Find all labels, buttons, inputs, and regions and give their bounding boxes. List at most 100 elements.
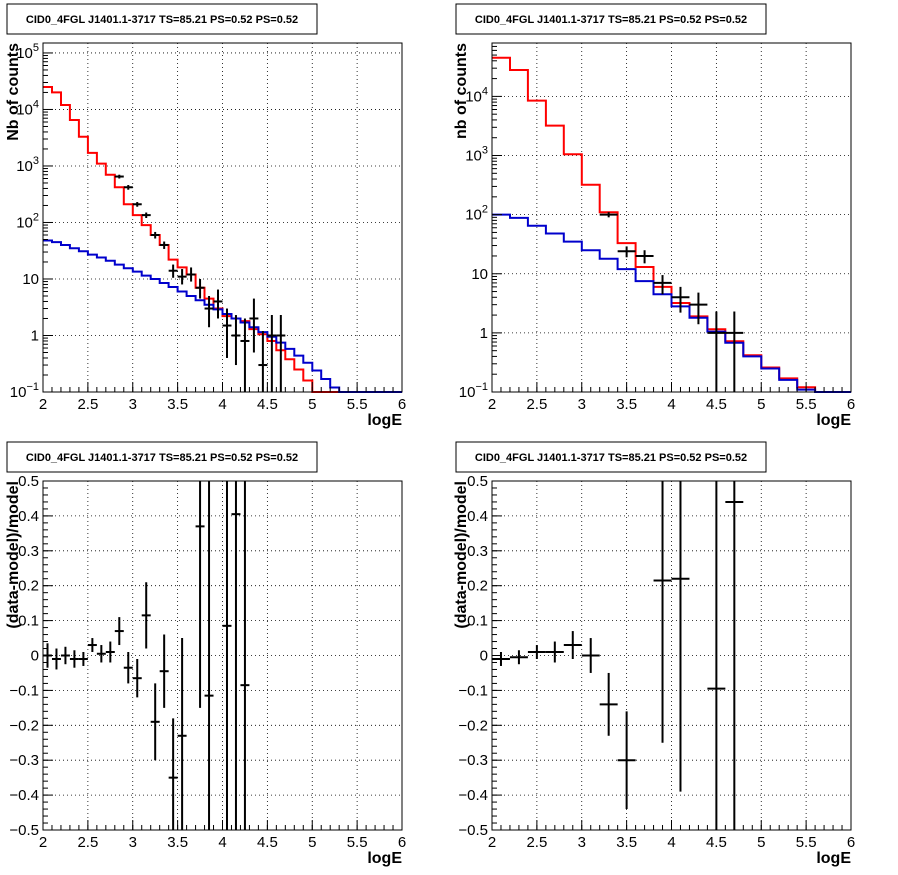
data-point xyxy=(653,275,672,295)
chart-title-box xyxy=(6,3,318,35)
grid-lines xyxy=(43,481,402,830)
x-tick-label: 3 xyxy=(578,396,586,413)
x-axis-title: logE xyxy=(367,412,402,429)
data-point xyxy=(653,481,672,743)
x-tick-label: 5.5 xyxy=(347,834,368,851)
x-tick-label: 4.5 xyxy=(257,834,278,851)
x-tick-label: 5.5 xyxy=(796,396,817,413)
data-point xyxy=(150,231,160,239)
x-tick-label: 2 xyxy=(488,396,496,413)
x-tick-label: 3.5 xyxy=(167,396,188,413)
x-tick-label: 2.5 xyxy=(77,834,98,851)
x-tick-label: 5 xyxy=(308,396,316,413)
data-point xyxy=(123,652,133,684)
data-points xyxy=(114,174,286,392)
data-point xyxy=(168,264,178,278)
data-point xyxy=(186,267,196,282)
y-tick-label: 0 xyxy=(480,648,488,665)
data-point xyxy=(105,641,115,663)
data-point xyxy=(276,315,286,392)
data-points xyxy=(43,481,250,830)
data-point xyxy=(159,241,169,249)
y-tick-label: −0.3 xyxy=(458,752,488,769)
y-tick-label: 103 xyxy=(16,155,39,175)
x-tick-label: 5 xyxy=(757,834,765,851)
y-tick-label: 0.1 xyxy=(467,613,488,630)
x-tick-label: 2.5 xyxy=(77,396,98,413)
x-tick-label: 2.5 xyxy=(526,834,547,851)
data-point xyxy=(599,672,618,736)
x-tick-label: 4 xyxy=(667,396,675,413)
data-point xyxy=(231,481,241,830)
x-axis-title: logE xyxy=(367,850,402,867)
data-point xyxy=(141,582,151,649)
x-axis-title: logE xyxy=(816,850,851,867)
data-point xyxy=(150,683,160,761)
data-point xyxy=(492,652,510,666)
y-tick-label: 104 xyxy=(16,98,39,118)
chart-panel-1: 2 2.5 3 3.5 4 4.5 5 5.5 6 10−1 1 10 102 103 104 105 logE… xyxy=(5,3,406,429)
grid-lines xyxy=(492,481,851,830)
x-tick-label: 3.5 xyxy=(167,834,188,851)
data-point xyxy=(249,298,259,353)
data-point xyxy=(204,481,214,830)
y-tick-label: 103 xyxy=(465,145,488,165)
data-point xyxy=(177,269,187,285)
data-point xyxy=(141,212,151,219)
y-tick-label: 0.5 xyxy=(18,473,39,490)
data-point xyxy=(177,638,187,830)
data-points xyxy=(599,212,744,392)
data-point xyxy=(545,641,564,663)
y-tick-label: −0.1 xyxy=(9,682,39,699)
chart-title: CID0_4FGL J1401.1-3717 TS=85.21 PS=0.52 … xyxy=(475,14,747,26)
y-tick-label: 10−1 xyxy=(459,381,488,401)
x-tick-label: 4.5 xyxy=(706,834,727,851)
data-point xyxy=(87,638,97,653)
x-tick-label: 5.5 xyxy=(347,396,368,413)
series-line-2 xyxy=(492,213,851,393)
y-tick-label: 10 xyxy=(22,271,39,288)
x-tick-label: 2.5 xyxy=(526,396,547,413)
y-tick-label: −0.3 xyxy=(9,752,39,769)
x-tick-label: 3.5 xyxy=(616,396,637,413)
x-tick-label: 3.5 xyxy=(616,834,637,851)
data-point xyxy=(509,650,528,665)
y-tick-label: −0.4 xyxy=(458,787,488,804)
y-axis-title: nb of counts xyxy=(453,43,470,139)
y-tick-label: −0.2 xyxy=(458,717,488,734)
data-point xyxy=(599,212,618,218)
chart-title: CID0_4FGL J1401.1-3717 TS=85.21 PS=0.52 … xyxy=(26,452,298,464)
data-point xyxy=(617,711,636,810)
data-point xyxy=(581,638,600,673)
data-point xyxy=(725,481,744,830)
data-point xyxy=(168,718,178,830)
x-tick-label: 6 xyxy=(398,834,406,851)
data-point xyxy=(617,246,636,258)
y-tick-label: −0.5 xyxy=(9,822,39,839)
x-tick-label: 5 xyxy=(757,396,765,413)
y-tick-label: −0.4 xyxy=(9,787,39,804)
data-point xyxy=(222,481,232,830)
x-tick-label: 2 xyxy=(39,396,47,413)
y-tick-label: 0.4 xyxy=(467,508,488,525)
y-tick-label: 0.1 xyxy=(18,613,39,630)
y-tick-label: 0.5 xyxy=(467,473,488,490)
x-tick-label: 5.5 xyxy=(796,834,817,851)
data-point xyxy=(222,308,232,358)
chart-title-box xyxy=(6,441,318,473)
data-point xyxy=(213,289,223,319)
x-tick-label: 6 xyxy=(847,834,855,851)
y-tick-label: 0.3 xyxy=(18,543,39,560)
data-points xyxy=(492,481,744,830)
data-point xyxy=(527,645,546,659)
y-tick-label: 102 xyxy=(465,204,488,224)
y-tick-label: 0.2 xyxy=(18,578,39,595)
x-tick-label: 3 xyxy=(578,834,586,851)
data-point xyxy=(195,481,205,708)
data-point xyxy=(671,286,690,313)
y-tick-label: 105 xyxy=(16,42,39,62)
x-tick-label: 6 xyxy=(398,396,406,413)
data-point xyxy=(635,250,654,264)
data-point xyxy=(114,174,124,179)
